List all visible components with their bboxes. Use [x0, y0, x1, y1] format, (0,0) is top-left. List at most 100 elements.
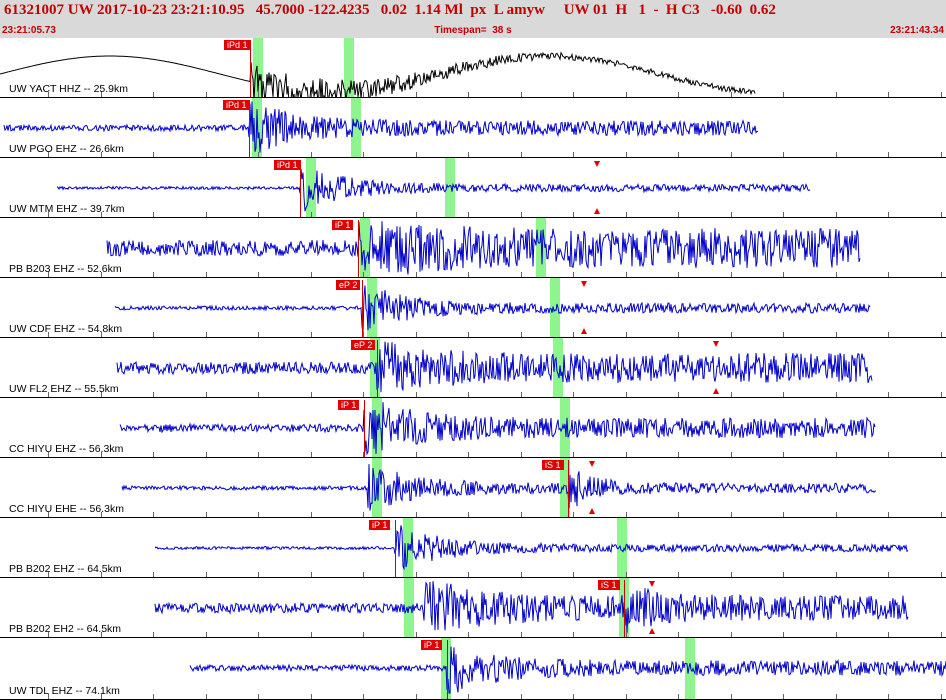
time-window-marker[interactable]: [351, 98, 361, 157]
phase-pick-flag[interactable]: eP 2: [336, 280, 361, 290]
time-tick: [573, 92, 574, 97]
amplitude-marker-top-icon: [589, 461, 595, 467]
channel-row[interactable]: eP 2 UW FL2 EHZ -- 55.5km: [0, 338, 946, 398]
time-tick: [678, 694, 679, 699]
waveform[interactable]: [0, 518, 946, 578]
channel-row[interactable]: iPd 1 UW YACT HHZ -- 25.9km: [0, 38, 946, 98]
time-tick: [573, 212, 574, 217]
time-tick: [101, 92, 102, 97]
channel-row[interactable]: iPd 1 UW MTM EHZ -- 39.7km: [0, 158, 946, 218]
time-tick: [468, 694, 469, 699]
time-window-marker[interactable]: [370, 338, 380, 397]
seismogram-panel[interactable]: iPd 1 UW YACT HHZ -- 25.9km iPd 1 UW PGO EH…: [0, 38, 946, 700]
time-tick: [258, 572, 259, 577]
phase-pick-line[interactable]: [568, 460, 569, 517]
time-tick: [48, 212, 49, 217]
phase-pick-line[interactable]: [362, 280, 363, 337]
channel-row[interactable]: iP 1 UW TDL EHZ -- 74.1km: [0, 638, 946, 700]
waveform[interactable]: [0, 578, 946, 638]
time-window-marker[interactable]: [306, 158, 316, 217]
time-window-marker[interactable]: [367, 278, 377, 337]
start-time: 23:21:05.73: [2, 25, 56, 36]
amplitude-marker-bottom-icon: [713, 388, 719, 394]
phase-pick-flag[interactable]: iS 1: [598, 580, 620, 590]
time-tick: [678, 452, 679, 457]
time-tick: [48, 272, 49, 277]
time-tick: [626, 512, 627, 517]
phase-pick-flag[interactable]: iS 1: [542, 460, 564, 470]
phase-pick-line[interactable]: [364, 400, 365, 457]
phase-pick-flag[interactable]: iP 1: [332, 220, 354, 230]
phase-pick-line[interactable]: [624, 580, 625, 637]
time-tick: [521, 272, 522, 277]
time-tick: [363, 572, 364, 577]
time-tick: [363, 92, 364, 97]
phase-pick-line[interactable]: [395, 520, 396, 577]
time-window-marker[interactable]: [253, 38, 263, 97]
time-tick: [678, 632, 679, 637]
waveform[interactable]: [0, 458, 946, 518]
time-tick: [101, 332, 102, 337]
time-tick: [573, 392, 574, 397]
waveform-trace: [189, 646, 946, 694]
phase-pick-flag[interactable]: iP 1: [369, 520, 391, 530]
waveform[interactable]: [0, 158, 946, 218]
phase-pick-line[interactable]: [377, 340, 378, 397]
time-window-marker[interactable]: [536, 218, 546, 277]
phase-pick-line[interactable]: [249, 100, 250, 157]
channel-row[interactable]: iPd 1 UW PGO EHZ -- 26.6km: [0, 98, 946, 158]
waveform[interactable]: [0, 218, 946, 278]
phase-pick-flag[interactable]: iPd 1: [274, 160, 301, 170]
time-tick: [783, 392, 784, 397]
channel-row[interactable]: iP 1 PB B202 EHZ -- 64.5km: [0, 518, 946, 578]
time-tick: [836, 92, 837, 97]
time-window-marker[interactable]: [553, 338, 563, 397]
time-window-marker[interactable]: [550, 278, 560, 337]
time-tick: [941, 92, 942, 97]
channel-row[interactable]: iP 1 CC HIYU EHZ -- 56.3km: [0, 398, 946, 458]
time-window-marker[interactable]: [617, 518, 627, 577]
waveform[interactable]: [0, 98, 946, 158]
channel-row[interactable]: iS 1 PB B202 EH2 -- 64.5km: [0, 578, 946, 638]
time-window-marker[interactable]: [445, 158, 455, 217]
time-window-marker[interactable]: [360, 218, 370, 277]
channel-label: UW FL2 EHZ -- 55.5km: [9, 383, 119, 395]
time-window-marker[interactable]: [685, 638, 695, 699]
time-tick: [48, 392, 49, 397]
channel-row[interactable]: eP 2 UW CDF EHZ -- 54.8km: [0, 278, 946, 338]
phase-pick-line[interactable]: [300, 160, 301, 217]
phase-pick-line[interactable]: [250, 40, 251, 97]
time-tick: [311, 632, 312, 637]
phase-pick-line[interactable]: [358, 220, 359, 277]
time-tick: [626, 572, 627, 577]
time-window-marker[interactable]: [560, 458, 570, 517]
time-tick: [626, 392, 627, 397]
time-tick: [258, 694, 259, 699]
channel-label: PB B202 EHZ -- 64.5km: [9, 563, 122, 575]
time-tick: [573, 272, 574, 277]
phase-pick-flag[interactable]: eP 2: [351, 340, 376, 350]
phase-pick-flag[interactable]: iPd 1: [224, 40, 251, 50]
channel-row[interactable]: iS 1 CC HIYU EHE -- 56.3km: [0, 458, 946, 518]
phase-pick-flag[interactable]: iPd 1: [223, 100, 250, 110]
time-tick: [888, 632, 889, 637]
time-tick: [573, 694, 574, 699]
waveform[interactable]: [0, 38, 946, 98]
time-tick: [678, 212, 679, 217]
time-tick: [626, 272, 627, 277]
time-tick: [731, 694, 732, 699]
time-tick: [888, 332, 889, 337]
waveform-trace: [154, 525, 909, 571]
amplitude-marker-top-icon: [713, 341, 719, 347]
waveform[interactable]: [0, 398, 946, 458]
time-tick: [521, 212, 522, 217]
time-tick: [888, 452, 889, 457]
phase-pick-flag[interactable]: iP 1: [421, 640, 443, 650]
waveform[interactable]: [0, 278, 946, 338]
phase-pick-flag[interactable]: iP 1: [338, 400, 360, 410]
time-window-marker[interactable]: [344, 38, 354, 97]
channel-row[interactable]: iP 1 PB B203 EHZ -- 52.6km: [0, 218, 946, 278]
phase-pick-line[interactable]: [447, 640, 448, 699]
waveform[interactable]: [0, 338, 946, 398]
waveform[interactable]: [0, 638, 946, 700]
